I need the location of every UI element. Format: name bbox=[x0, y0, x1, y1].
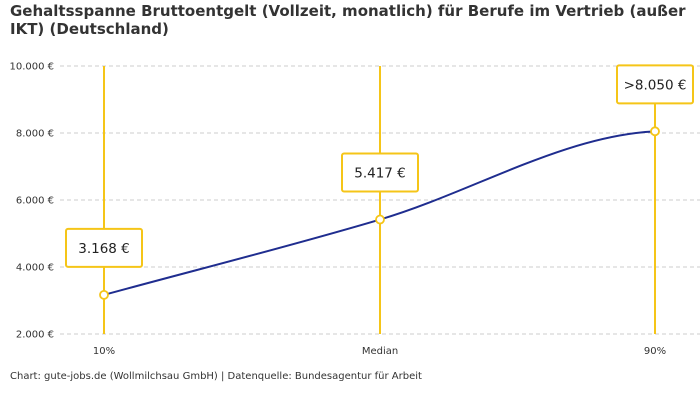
x-tick-label: 10% bbox=[93, 346, 115, 357]
y-tick-label: 4.000 € bbox=[16, 263, 54, 274]
points-layer bbox=[99, 126, 660, 300]
data-label-box bbox=[341, 152, 419, 193]
x-axis-ticks: 10% Median 90% bbox=[93, 346, 666, 357]
data-point bbox=[375, 214, 385, 225]
data-label: 3.168 € bbox=[78, 241, 130, 257]
data-point bbox=[650, 126, 660, 137]
data-label-box bbox=[616, 64, 694, 105]
data-label: 5.417 € bbox=[354, 166, 406, 182]
x-tick-label: 90% bbox=[644, 346, 666, 357]
y-tick-label: 10.000 € bbox=[9, 62, 54, 73]
data-point bbox=[99, 289, 109, 300]
data-label-box bbox=[65, 227, 143, 268]
data-label: >8.050 € bbox=[624, 77, 687, 93]
y-tick-label: 6.000 € bbox=[16, 196, 54, 207]
y-tick-label: 2.000 € bbox=[16, 330, 54, 341]
x-tick-label: Median bbox=[362, 346, 398, 357]
grid-layer bbox=[60, 65, 700, 335]
y-axis-ticks: 2.000 € 4.000 € 6.000 € 8.000 € 10.000 € bbox=[9, 62, 54, 341]
y-tick-label: 8.000 € bbox=[16, 129, 54, 140]
chart-footer: Chart: gute-jobs.de (Wollmilchsau GmbH) … bbox=[10, 371, 422, 382]
chart-title: Gehaltsspanne Bruttoentgelt (Vollzeit, m… bbox=[10, 2, 686, 38]
category-lines bbox=[103, 66, 656, 334]
data-labels-layer: 3.168 € 5.417 € >8.050 € bbox=[65, 64, 694, 268]
